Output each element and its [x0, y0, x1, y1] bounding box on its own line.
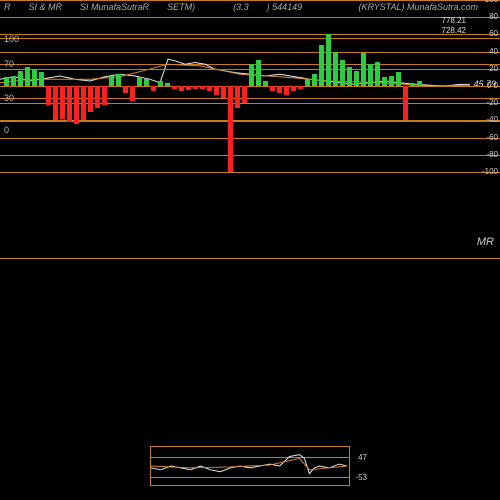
bar [158, 81, 163, 86]
bar [221, 86, 226, 98]
bar-ylabel: -80 [486, 150, 498, 159]
bar-chart-panel: 100806040200 0-20-40-60-80-100 778.21 72… [0, 0, 500, 172]
bar [382, 77, 387, 86]
bar [333, 52, 338, 86]
bar [256, 60, 261, 86]
bar [88, 86, 93, 112]
bar [312, 74, 317, 86]
bar [46, 86, 51, 105]
bar [102, 86, 107, 105]
bar [326, 34, 331, 86]
bar [319, 45, 324, 86]
bar [235, 86, 240, 108]
bar-ylabel: 60 [489, 29, 498, 38]
bar [403, 86, 408, 120]
bar [291, 86, 296, 91]
bar-ylabel: -40 [486, 115, 498, 124]
bar [137, 77, 142, 86]
bar [95, 86, 100, 108]
bar [298, 86, 303, 89]
bar [4, 77, 9, 86]
bar-ylabel: -20 [486, 98, 498, 107]
bar-ylabel: 0 0 [487, 81, 498, 90]
bar [410, 83, 415, 86]
mini-line-chart [151, 447, 349, 485]
bar-ylabel: -60 [486, 133, 498, 142]
bar [18, 71, 23, 86]
bar [207, 86, 212, 91]
bar [368, 64, 373, 86]
bar [284, 86, 289, 95]
bar [193, 86, 198, 89]
bar [242, 86, 247, 103]
bar [25, 67, 30, 86]
bar [81, 86, 86, 120]
bar [172, 86, 177, 89]
bar [11, 76, 16, 86]
bar [354, 71, 359, 86]
bar [151, 86, 156, 91]
bar-ylabel: -100 [482, 167, 498, 176]
bar [39, 72, 44, 86]
bar [417, 81, 422, 86]
bar [200, 86, 205, 89]
bar [186, 86, 191, 90]
bar [389, 76, 394, 86]
bar [396, 72, 401, 86]
mini-chart-panel: 47 -53 [150, 446, 350, 486]
mini-label-top: 47 [358, 453, 367, 462]
bar-ylabel: 100 [485, 0, 498, 4]
bar [165, 83, 170, 86]
bar-series [4, 0, 454, 172]
bar [144, 79, 149, 86]
mr-label: MR [477, 236, 494, 248]
bar [347, 67, 352, 86]
bar-ylabel: 80 [489, 12, 498, 21]
bar [277, 86, 282, 93]
bar [214, 86, 219, 95]
bar [74, 86, 79, 124]
bar [60, 86, 65, 119]
bar [340, 60, 345, 86]
bar [116, 74, 121, 86]
bar [123, 86, 128, 93]
bar [249, 64, 254, 86]
bar [179, 86, 184, 91]
bar [53, 86, 58, 120]
bar-ylabel: 20 [489, 64, 498, 73]
bar [130, 86, 135, 101]
bar [109, 76, 114, 86]
bar [270, 86, 275, 91]
bar [305, 79, 310, 86]
bar-ylabel: 40 [489, 47, 498, 56]
mini-label-bot: -53 [355, 473, 367, 482]
bar [361, 53, 366, 86]
mid-grid-1 [0, 258, 500, 259]
bar [263, 81, 268, 86]
bar [67, 86, 72, 122]
bar [228, 86, 233, 172]
bar-gridline [0, 172, 500, 173]
bar [32, 69, 37, 86]
bar [375, 62, 380, 86]
